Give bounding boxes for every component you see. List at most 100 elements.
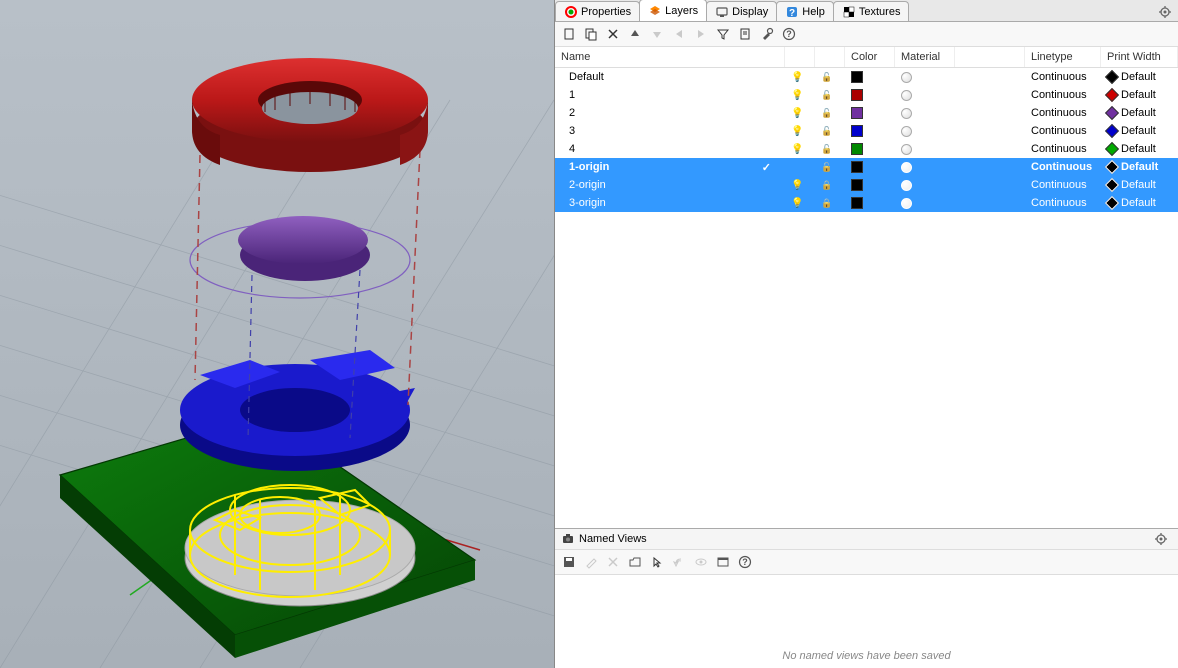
column-spacer [955, 47, 1025, 67]
filter-button[interactable] [714, 25, 732, 43]
layer-row[interactable]: 2💡🔓 ContinuousDefault [555, 104, 1178, 122]
color-swatch[interactable] [845, 143, 895, 155]
tab-textures[interactable]: Textures [833, 1, 910, 21]
help-button[interactable]: ? [780, 25, 798, 43]
linetype-cell[interactable]: Continuous [1025, 161, 1101, 173]
delete-view-button[interactable] [604, 553, 622, 571]
material-cell[interactable] [895, 144, 955, 155]
visibility-toggle[interactable]: 💡 [785, 180, 815, 191]
color-swatch[interactable] [845, 197, 895, 209]
show-button[interactable] [692, 553, 710, 571]
linetype-cell[interactable]: Continuous [1025, 71, 1101, 83]
layer-row[interactable]: 4💡🔓 ContinuousDefault [555, 140, 1178, 158]
panel-options-gear[interactable] [1152, 3, 1178, 21]
cursor-button[interactable] [648, 553, 666, 571]
visibility-toggle[interactable]: 💡 [785, 126, 815, 137]
next-button[interactable] [692, 25, 710, 43]
linetype-cell[interactable]: Continuous [1025, 179, 1101, 191]
color-swatch[interactable] [845, 179, 895, 191]
lock-toggle[interactable]: 🔒 [815, 180, 845, 191]
printwidth-cell[interactable]: Default [1101, 71, 1178, 83]
linetype-cell[interactable]: Continuous [1025, 89, 1101, 101]
layer-name-cell[interactable]: Default [555, 71, 785, 83]
layer-row[interactable]: 3💡🔓 ContinuousDefault [555, 122, 1178, 140]
nv-options-gear[interactable] [1148, 530, 1174, 548]
new-layer-button[interactable] [560, 25, 578, 43]
properties-button[interactable] [736, 25, 754, 43]
printwidth-cell[interactable]: Default [1101, 89, 1178, 101]
nv-help-button[interactable]: ? [736, 553, 754, 571]
layer-row[interactable]: 3-origin💡🔒 ContinuousDefault [555, 194, 1178, 212]
column-visible[interactable] [785, 47, 815, 67]
tab-help[interactable]: ?Help [776, 1, 834, 21]
printwidth-cell[interactable]: Default [1101, 197, 1178, 209]
linetype-cell[interactable]: Continuous [1025, 143, 1101, 155]
visibility-toggle[interactable]: 💡 [785, 108, 815, 119]
save-view-button[interactable] [560, 553, 578, 571]
tools-button[interactable] [758, 25, 776, 43]
lock-toggle[interactable]: 🔓 [815, 162, 845, 173]
new-sublayer-button[interactable] [582, 25, 600, 43]
color-swatch[interactable] [845, 71, 895, 83]
material-cell[interactable] [895, 180, 955, 191]
lock-toggle[interactable]: 🔓 [815, 90, 845, 101]
tab-layers[interactable]: Layers [639, 0, 707, 21]
column-name[interactable]: Name [555, 47, 785, 67]
column-color[interactable]: Color [845, 47, 895, 67]
column-printwidth[interactable]: Print Width [1101, 47, 1178, 67]
lock-toggle[interactable]: 🔓 [815, 126, 845, 137]
layer-name-cell[interactable]: 3 [555, 125, 785, 137]
tab-display[interactable]: Display [706, 1, 777, 21]
column-linetype[interactable]: Linetype [1025, 47, 1101, 67]
color-swatch[interactable] [845, 89, 895, 101]
layer-name-cell[interactable]: 3-origin [555, 197, 785, 209]
move-up-button[interactable] [626, 25, 644, 43]
material-cell[interactable] [895, 72, 955, 83]
color-swatch[interactable] [845, 125, 895, 137]
material-cell[interactable] [895, 90, 955, 101]
lock-toggle[interactable]: 🔓 [815, 144, 845, 155]
column-material[interactable]: Material [895, 47, 955, 67]
prev-button[interactable] [670, 25, 688, 43]
material-cell[interactable] [895, 108, 955, 119]
linetype-cell[interactable]: Continuous [1025, 197, 1101, 209]
layer-row[interactable]: 1-origin✓ 🔓 ContinuousDefault [555, 158, 1178, 176]
linetype-cell[interactable]: Continuous [1025, 125, 1101, 137]
material-cell[interactable] [895, 198, 955, 209]
viewport-3d[interactable] [0, 0, 554, 668]
visibility-toggle[interactable]: 💡 [785, 72, 815, 83]
edit-view-button[interactable] [582, 553, 600, 571]
layer-name-cell[interactable]: 1-origin✓ [555, 161, 785, 174]
delete-layer-button[interactable] [604, 25, 622, 43]
color-swatch[interactable] [845, 161, 895, 173]
lock-toggle[interactable]: 🔓 [815, 108, 845, 119]
layer-row[interactable]: Default💡🔓ContinuousDefault [555, 68, 1178, 86]
undo-view-button[interactable] [670, 553, 688, 571]
layer-row[interactable]: 2-origin💡🔒 ContinuousDefault [555, 176, 1178, 194]
color-swatch[interactable] [845, 107, 895, 119]
visibility-toggle[interactable]: 💡 [785, 144, 815, 155]
open-view-button[interactable] [626, 553, 644, 571]
printwidth-cell[interactable]: Default [1101, 143, 1178, 155]
move-down-button[interactable] [648, 25, 666, 43]
material-cell[interactable] [895, 126, 955, 137]
layer-name-cell[interactable]: 2 [555, 107, 785, 119]
lock-toggle[interactable]: 🔓 [815, 72, 845, 83]
visibility-toggle[interactable]: 💡 [785, 90, 815, 101]
column-lock[interactable] [815, 47, 845, 67]
visibility-toggle[interactable]: 💡 [785, 198, 815, 209]
layer-name-cell[interactable]: 1 [555, 89, 785, 101]
layer-name-cell[interactable]: 4 [555, 143, 785, 155]
printwidth-cell[interactable]: Default [1101, 179, 1178, 191]
layer-list[interactable]: Default💡🔓ContinuousDefault1💡🔓ContinuousD… [555, 68, 1178, 528]
tab-properties[interactable]: Properties [555, 1, 640, 21]
printwidth-cell[interactable]: Default [1101, 125, 1178, 137]
printwidth-cell[interactable]: Default [1101, 161, 1178, 173]
printwidth-cell[interactable]: Default [1101, 107, 1178, 119]
material-cell[interactable] [895, 162, 955, 173]
layer-name-cell[interactable]: 2-origin [555, 179, 785, 191]
linetype-cell[interactable]: Continuous [1025, 107, 1101, 119]
lock-toggle[interactable]: 🔒 [815, 198, 845, 209]
layer-row[interactable]: 1💡🔓 ContinuousDefault [555, 86, 1178, 104]
thumbnail-button[interactable] [714, 553, 732, 571]
